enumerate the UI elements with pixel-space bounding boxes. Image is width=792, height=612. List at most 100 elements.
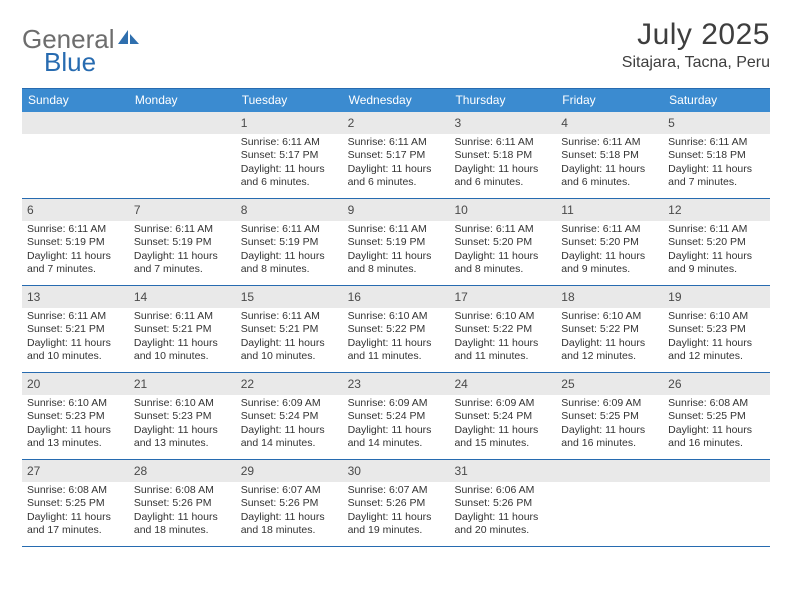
- day-cell: 2Sunrise: 6:11 AMSunset: 5:17 PMDaylight…: [343, 112, 450, 198]
- week-row: 20 Sunrise: 6:10 AMSunset: 5:23 PMDayligh…: [22, 373, 770, 460]
- day-cell: 27 Sunrise: 6:08 AMSunset: 5:25 PMDayligh…: [22, 460, 129, 546]
- info-line: Sunset: 5:18 PM: [454, 149, 551, 162]
- cell-body: Sunrise: 6:08 AMSunset: 5:26 PMDaylight:…: [129, 482, 236, 542]
- day-number: 21: [134, 377, 147, 391]
- info-line: and 16 minutes.: [561, 437, 658, 450]
- daynum-row-empty: [556, 460, 663, 482]
- day-number: 20: [27, 377, 40, 391]
- info-line: and 9 minutes.: [561, 263, 658, 276]
- day-cell: [556, 460, 663, 546]
- daynum-row: 23: [343, 373, 450, 395]
- cell-body: Sunrise: 6:09 AMSunset: 5:24 PMDaylight:…: [236, 395, 343, 455]
- day-number: 6: [27, 203, 34, 217]
- daynum-row: 21: [129, 373, 236, 395]
- day-number: 27: [27, 464, 40, 478]
- cell-body: Sunrise: 6:10 AMSunset: 5:23 PMDaylight:…: [129, 395, 236, 455]
- info-line: Sunset: 5:24 PM: [454, 410, 551, 423]
- info-line: and 11 minutes.: [454, 350, 551, 363]
- info-line: Sunset: 5:19 PM: [27, 236, 124, 249]
- day-cell: 16Sunrise: 6:10 AMSunset: 5:22 PMDayligh…: [343, 286, 450, 372]
- info-line: Sunrise: 6:11 AM: [134, 310, 231, 323]
- info-line: Sunrise: 6:09 AM: [241, 397, 338, 410]
- info-line: and 6 minutes.: [561, 176, 658, 189]
- info-line: Daylight: 11 hours: [27, 250, 124, 263]
- daynum-row: 13: [22, 286, 129, 308]
- day-number: 12: [668, 203, 681, 217]
- info-line: and 13 minutes.: [134, 437, 231, 450]
- info-line: Sunrise: 6:10 AM: [134, 397, 231, 410]
- daynum-row: 29: [236, 460, 343, 482]
- info-line: Sunset: 5:26 PM: [454, 497, 551, 510]
- info-line: and 14 minutes.: [241, 437, 338, 450]
- day-cell: 7Sunrise: 6:11 AMSunset: 5:19 PMDaylight…: [129, 199, 236, 285]
- dayhead: Saturday: [663, 89, 770, 112]
- daynum-row: 11: [556, 199, 663, 221]
- info-line: and 7 minutes.: [27, 263, 124, 276]
- day-cell: 24Sunrise: 6:09 AMSunset: 5:24 PMDayligh…: [449, 373, 556, 459]
- info-line: Sunrise: 6:07 AM: [241, 484, 338, 497]
- daynum-row: 17: [449, 286, 556, 308]
- day-number: 11: [561, 203, 573, 217]
- dayhead: Wednesday: [343, 89, 450, 112]
- info-line: Sunrise: 6:11 AM: [668, 223, 765, 236]
- dayhead: Tuesday: [236, 89, 343, 112]
- info-line: Sunrise: 6:10 AM: [668, 310, 765, 323]
- day-cell: 1Sunrise: 6:11 AMSunset: 5:17 PMDaylight…: [236, 112, 343, 198]
- daynum-row: 1: [236, 112, 343, 134]
- dayhead: Monday: [129, 89, 236, 112]
- info-line: Daylight: 11 hours: [454, 337, 551, 350]
- sail-icon: [117, 28, 141, 46]
- day-cell: [129, 112, 236, 198]
- info-line: and 7 minutes.: [134, 263, 231, 276]
- info-line: Daylight: 11 hours: [561, 337, 658, 350]
- day-number: 9: [348, 203, 355, 217]
- daynum-row: 10: [449, 199, 556, 221]
- info-line: Sunrise: 6:11 AM: [561, 136, 658, 149]
- day-cell: 15Sunrise: 6:11 AMSunset: 5:21 PMDayligh…: [236, 286, 343, 372]
- info-line: and 8 minutes.: [348, 263, 445, 276]
- info-line: Sunrise: 6:10 AM: [561, 310, 658, 323]
- info-line: Daylight: 11 hours: [561, 250, 658, 263]
- day-cell: 26Sunrise: 6:08 AMSunset: 5:25 PMDayligh…: [663, 373, 770, 459]
- info-line: Sunrise: 6:11 AM: [348, 136, 445, 149]
- info-line: Daylight: 11 hours: [454, 163, 551, 176]
- daynum-row-empty: [129, 112, 236, 134]
- daynum-row: 31: [449, 460, 556, 482]
- cell-body: Sunrise: 6:11 AMSunset: 5:21 PMDaylight:…: [236, 308, 343, 368]
- day-number: 26: [668, 377, 681, 391]
- cell-body: Sunrise: 6:10 AMSunset: 5:22 PMDaylight:…: [343, 308, 450, 368]
- info-line: Sunset: 5:18 PM: [561, 149, 658, 162]
- cell-body: Sunrise: 6:11 AMSunset: 5:17 PMDaylight:…: [343, 134, 450, 194]
- info-line: Daylight: 11 hours: [454, 250, 551, 263]
- cell-body: Sunrise: 6:08 AMSunset: 5:25 PMDaylight:…: [22, 482, 129, 542]
- cell-body: Sunrise: 6:10 AMSunset: 5:23 PMDaylight:…: [22, 395, 129, 455]
- info-line: Sunset: 5:24 PM: [348, 410, 445, 423]
- info-line: Sunset: 5:26 PM: [134, 497, 231, 510]
- week-row: 1Sunrise: 6:11 AMSunset: 5:17 PMDaylight…: [22, 112, 770, 199]
- day-cell: [22, 112, 129, 198]
- day-number: 17: [454, 290, 467, 304]
- info-line: Sunset: 5:21 PM: [27, 323, 124, 336]
- info-line: Sunset: 5:20 PM: [668, 236, 765, 249]
- day-cell: 25Sunrise: 6:09 AMSunset: 5:25 PMDayligh…: [556, 373, 663, 459]
- cell-body: Sunrise: 6:11 AMSunset: 5:18 PMDaylight:…: [449, 134, 556, 194]
- logo-blue-text: Blue: [44, 47, 141, 78]
- info-line: and 9 minutes.: [668, 263, 765, 276]
- info-line: Sunset: 5:26 PM: [348, 497, 445, 510]
- info-line: Sunset: 5:19 PM: [134, 236, 231, 249]
- info-line: Sunset: 5:17 PM: [241, 149, 338, 162]
- day-cell: 5Sunrise: 6:11 AMSunset: 5:18 PMDaylight…: [663, 112, 770, 198]
- day-number: 22: [241, 377, 254, 391]
- info-line: Daylight: 11 hours: [241, 163, 338, 176]
- info-line: Sunset: 5:20 PM: [561, 236, 658, 249]
- info-line: Sunrise: 6:08 AM: [668, 397, 765, 410]
- day-number: 10: [454, 203, 467, 217]
- title-block: July 2025 Sitajara, Tacna, Peru: [622, 18, 770, 72]
- info-line: Daylight: 11 hours: [561, 163, 658, 176]
- cell-body: Sunrise: 6:11 AMSunset: 5:21 PMDaylight:…: [22, 308, 129, 368]
- daynum-row: 26: [663, 373, 770, 395]
- info-line: Sunrise: 6:10 AM: [27, 397, 124, 410]
- cell-body: Sunrise: 6:09 AMSunset: 5:24 PMDaylight:…: [343, 395, 450, 455]
- info-line: Sunset: 5:17 PM: [348, 149, 445, 162]
- daynum-row: 27: [22, 460, 129, 482]
